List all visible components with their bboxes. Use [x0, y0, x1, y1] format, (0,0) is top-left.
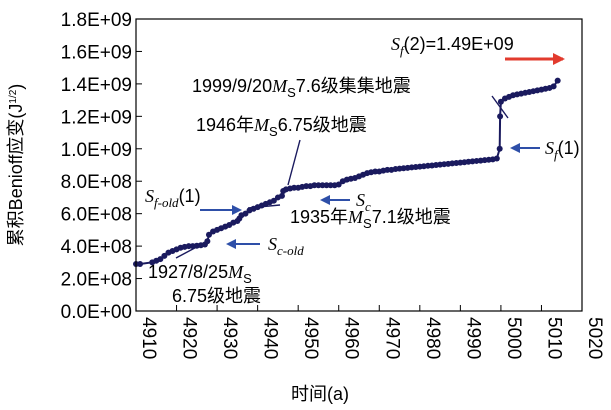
- y-tick-label: 2.0E+08: [61, 270, 132, 291]
- y-tick-label: 4.0E+08: [61, 237, 132, 258]
- y-tick-label: 1.6E+09: [61, 42, 132, 63]
- y-tick-label: 1.2E+09: [61, 107, 132, 128]
- annotation-part: M: [347, 207, 364, 227]
- data-point: [496, 145, 503, 152]
- data-point: [335, 181, 342, 188]
- annotation-sf1: Sf(1): [545, 138, 580, 162]
- data-point: [242, 210, 249, 217]
- annotation-part: 7.6级集集地震: [296, 76, 411, 96]
- x-tick-label: 4970: [381, 317, 402, 359]
- y-tick-label: 1.4E+09: [61, 75, 132, 96]
- y-tick-label: 6.0E+08: [61, 205, 132, 226]
- y-axis-label-sup: 1/2: [8, 89, 19, 103]
- pointer-1935: [247, 204, 281, 209]
- data-point: [137, 260, 144, 267]
- x-tick-label: 4990: [462, 317, 483, 359]
- data-point: [497, 113, 504, 120]
- y-tick-label: 0.0E+00: [61, 302, 132, 323]
- x-tick-labels: 4910 4920 4930 4940 4950 4960 4970 4980 4990 5000…: [138, 317, 605, 359]
- data-point: [278, 192, 285, 199]
- annotation-sf2: Sf(2)=1.49E+09: [391, 34, 514, 58]
- annotation-part: S: [356, 190, 365, 210]
- annotation-sc-old: Sc-old: [268, 234, 304, 258]
- annotation-part: (1): [558, 138, 580, 158]
- pointer-1927: [175, 241, 207, 259]
- annotation-part: 6.75级地震: [278, 115, 367, 135]
- data-point: [205, 231, 212, 238]
- pointer-1999: [491, 95, 509, 119]
- y-tick-labels: 0.0E+00 2.0E+08 4.0E+08 6.0E+08 8.0E+08 1.0E+…: [61, 10, 132, 323]
- series-points: [133, 77, 561, 267]
- annotation-part: 1927/8/25: [148, 262, 228, 282]
- data-point: [204, 238, 211, 245]
- annotation-part: f: [400, 43, 406, 58]
- annotation-1999: 1999/9/20MS7.6级集集地震: [192, 76, 411, 100]
- annotation-sc: Sc: [356, 190, 371, 214]
- annotation-part: S: [243, 271, 252, 286]
- annotation-part: 6.75级地震: [172, 286, 261, 306]
- pointer-1946: [287, 139, 301, 186]
- x-tick-label: 5020: [584, 317, 605, 359]
- annotation-part: M: [227, 262, 244, 282]
- data-point: [550, 83, 557, 90]
- annotation-part: S: [545, 138, 554, 158]
- y-tick-label: 1.8E+09: [61, 10, 132, 31]
- y-tick-label: 8.0E+08: [61, 172, 132, 193]
- annotation-part: S: [287, 85, 296, 100]
- data-point: [493, 155, 500, 162]
- x-tick-label: 5000: [503, 317, 524, 359]
- annotation-part: f: [554, 147, 560, 162]
- annotation-part: c: [365, 199, 371, 214]
- x-axis-label: 时间(a): [291, 384, 349, 404]
- annotation-part: c-old: [277, 243, 304, 258]
- x-tick-label: 4930: [219, 317, 240, 359]
- x-tick-label: 4950: [300, 317, 321, 359]
- annotation-part: (2)=1.49E+09: [404, 34, 514, 54]
- annotation-1927-b: 6.75级地震: [172, 286, 261, 306]
- annotation-part: M: [253, 115, 270, 135]
- x-tick-label: 4940: [260, 317, 281, 359]
- annotation-part: 1935年: [290, 207, 348, 227]
- data-point: [161, 252, 168, 259]
- annotation-1927: 1927/8/25MS: [148, 262, 252, 286]
- annotation-1946: 1946年MS6.75级地震: [196, 115, 367, 139]
- x-tick-label: 4910: [138, 317, 159, 359]
- annotation-part: 1946年: [196, 115, 254, 135]
- annotation-part: S: [145, 186, 154, 206]
- annotation-1935: 1935年MS7.1级地震: [290, 207, 451, 231]
- data-point: [270, 197, 277, 204]
- annotation-part: S: [391, 34, 400, 54]
- annotation-sf-old: Sf-old(1): [145, 186, 201, 210]
- y-axis-label-close: ): [6, 84, 26, 90]
- data-point: [554, 77, 561, 84]
- annotation-part: (1): [179, 186, 201, 206]
- annotation-part: f-old: [154, 195, 179, 210]
- annotation-part: 1999/9/20: [192, 76, 272, 96]
- x-tick-label: 4960: [341, 317, 362, 359]
- x-tick-label: 5010: [543, 317, 564, 359]
- data-point: [497, 98, 504, 105]
- y-tick-label: 1.0E+09: [61, 140, 132, 161]
- annotation-part: S: [363, 216, 372, 231]
- x-tick-label: 4920: [179, 317, 200, 359]
- x-tick-label: 4980: [422, 317, 443, 359]
- data-point: [157, 256, 164, 263]
- y-axis-label-main: 累积Benioff应变(J: [6, 104, 26, 247]
- plot-frame: [135, 18, 583, 312]
- annotation-part: 7.1级地震: [372, 207, 451, 227]
- y-axis-label: 累积Benioff应变(J1/2): [6, 84, 26, 247]
- series-line: [136, 80, 559, 265]
- annotation-part: M: [271, 76, 288, 96]
- annotation-part: S: [269, 124, 278, 139]
- annotation-part: S: [268, 234, 277, 254]
